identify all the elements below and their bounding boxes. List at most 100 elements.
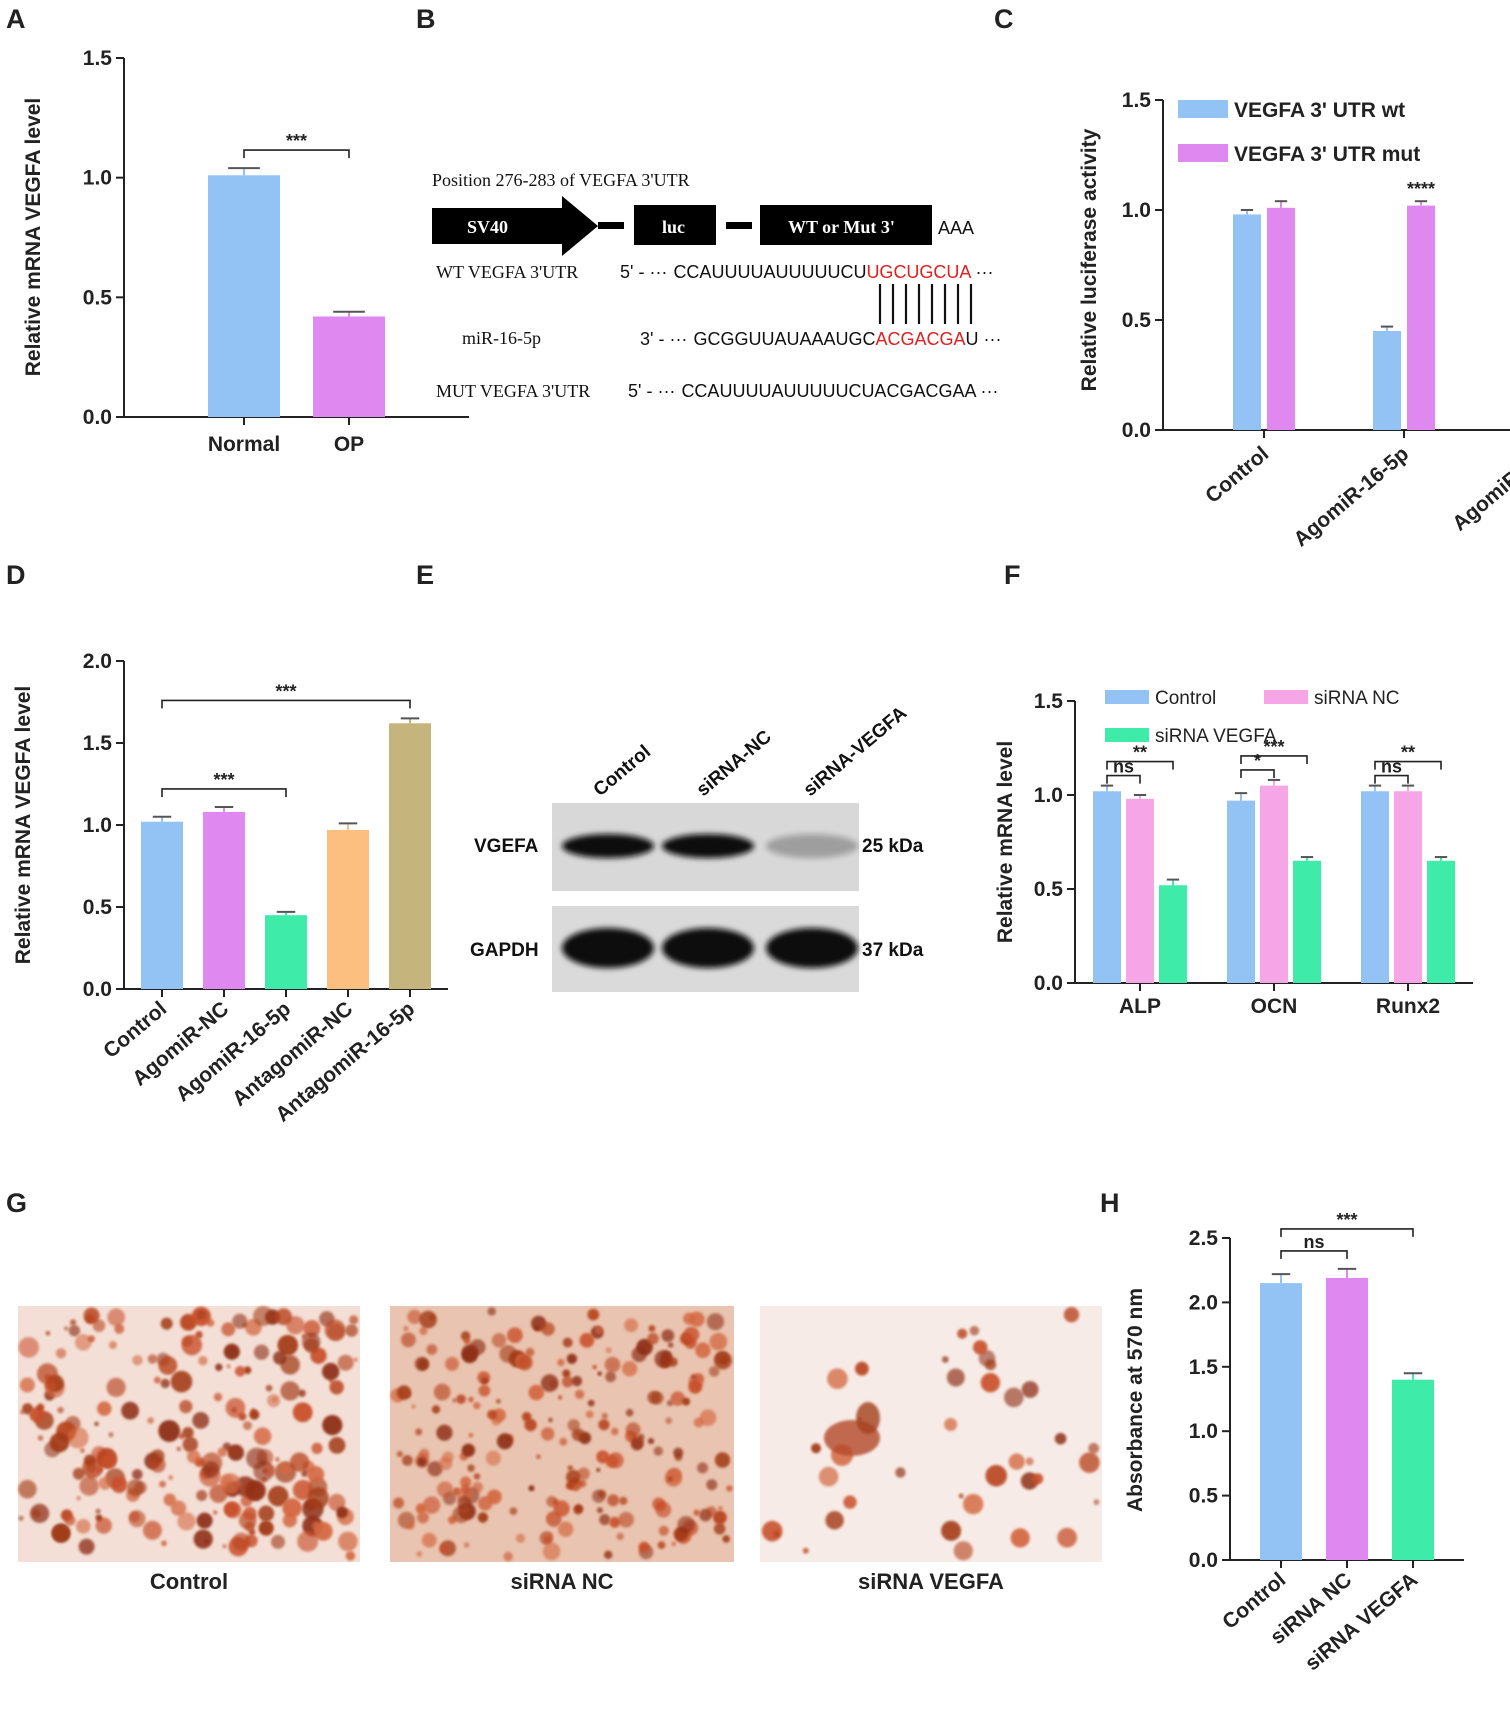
bar (389, 723, 431, 989)
stain-deposit (552, 1499, 559, 1505)
stain-deposit (677, 1516, 695, 1534)
stain-deposit (68, 1325, 81, 1337)
bar (203, 811, 245, 989)
stain-deposit (406, 1521, 415, 1530)
micrograph-sirna-vegfa (760, 1306, 1102, 1562)
stain-deposit (601, 1412, 608, 1420)
stain-deposit (217, 1447, 228, 1457)
stain-deposit (630, 1438, 643, 1451)
stain-deposit (243, 1506, 257, 1521)
stain-deposit (528, 1384, 545, 1401)
stain-deposit (18, 1515, 24, 1521)
significance-bracket (1106, 760, 1174, 770)
stain-deposit (565, 1481, 575, 1490)
stain-deposit (49, 1432, 70, 1453)
stain-deposit (706, 1313, 725, 1331)
stain-deposit (329, 1380, 344, 1395)
stain-deposit (223, 1343, 240, 1360)
stain-deposits (18, 1306, 1100, 1562)
stain-deposit (98, 1476, 112, 1490)
bar (1227, 800, 1255, 983)
stain-deposit (1004, 1387, 1024, 1408)
stain-deposit (160, 1378, 170, 1389)
x-tick-label: Runx2 (1376, 995, 1440, 1018)
stain-deposit (196, 1512, 213, 1529)
stain-deposit (418, 1448, 430, 1460)
stain-deposit (150, 1449, 165, 1464)
stain-deposit (773, 1530, 780, 1538)
stain-deposit (298, 1389, 306, 1398)
stain-deposit (311, 1442, 323, 1454)
stain-deposit (94, 1421, 99, 1427)
significance-label: *** (213, 770, 234, 790)
stain-deposit (587, 1399, 595, 1407)
stain-deposit (132, 1355, 143, 1366)
stain-deposit (177, 1512, 196, 1531)
significance-label: *** (1263, 737, 1284, 757)
stain-deposit (460, 1476, 472, 1488)
protein-band (766, 928, 858, 968)
stain-deposit (307, 1487, 329, 1509)
stain-deposit (577, 1467, 590, 1481)
stain-deposit (688, 1373, 704, 1389)
stain-deposit (855, 1361, 869, 1376)
stain-deposit (957, 1328, 968, 1339)
stain-deposit (396, 1451, 403, 1458)
mir-row-label: miR-16-5p (462, 328, 541, 348)
stain-deposit (647, 1438, 655, 1445)
x-tick-label: AgomiR-16-5p (1289, 442, 1413, 551)
bar (1260, 1283, 1302, 1560)
stain-deposit (223, 1501, 239, 1517)
stain-deposit (70, 1319, 77, 1326)
stain-deposit (249, 1409, 260, 1420)
stain-deposit (170, 1370, 193, 1393)
stain-deposit (699, 1409, 717, 1426)
panel-label-e: E (416, 560, 434, 590)
stain-deposit (178, 1432, 185, 1440)
base-pairing-lines (878, 284, 973, 324)
stain-deposit (107, 1308, 126, 1327)
y-tick-label: 0.5 (1189, 1485, 1219, 1508)
stain-deposit (244, 1480, 266, 1501)
significance-label: * (1254, 751, 1261, 771)
stain-deposit (963, 1493, 984, 1515)
stain-deposit (944, 1418, 958, 1431)
stain-deposit (97, 1401, 112, 1416)
significance-bracket (161, 699, 411, 709)
stain-deposit (134, 1481, 147, 1494)
stain-deposit (1063, 1307, 1080, 1323)
stain-deposit (279, 1463, 291, 1475)
stain-deposit (110, 1476, 128, 1494)
bar (1093, 791, 1121, 983)
chart-f: 0.0 0.5 1.0 1.5 Relative mRNA level ALP OCN Run… (994, 688, 1473, 1018)
bar (1373, 331, 1401, 430)
stain-deposit (433, 1383, 451, 1401)
legend-label: siRNA NC (1314, 688, 1400, 709)
stain-deposit (472, 1481, 483, 1493)
stain-deposit (253, 1306, 274, 1326)
stain-deposit (524, 1418, 537, 1432)
significance-bracket (1240, 769, 1275, 778)
stain-deposit (160, 1317, 173, 1330)
stain-deposit (722, 1535, 730, 1543)
stain-deposit (856, 1402, 880, 1434)
stain-deposit (1032, 1473, 1044, 1485)
stain-deposit (661, 1329, 675, 1342)
stain-deposit (301, 1334, 307, 1339)
x-tick-label: OP (334, 433, 364, 456)
x-tick-label: ALP (1119, 995, 1161, 1018)
stain-deposit (477, 1512, 489, 1523)
stain-deposit (557, 1395, 563, 1400)
stain-deposit (265, 1384, 273, 1392)
stain-deposit (63, 1326, 69, 1331)
stain-deposit (349, 1315, 359, 1325)
stain-deposit (487, 1409, 497, 1420)
stain-deposit (558, 1521, 574, 1537)
stain-deposit (658, 1525, 669, 1536)
size-label-25kda: 25 kDa (862, 836, 924, 857)
stain-deposit (414, 1356, 429, 1371)
stain-deposit (818, 1466, 839, 1487)
stain-deposit (946, 1368, 965, 1387)
legend-label: VEGFA 3' UTR mut (1234, 143, 1420, 166)
stain-deposit (585, 1410, 594, 1419)
